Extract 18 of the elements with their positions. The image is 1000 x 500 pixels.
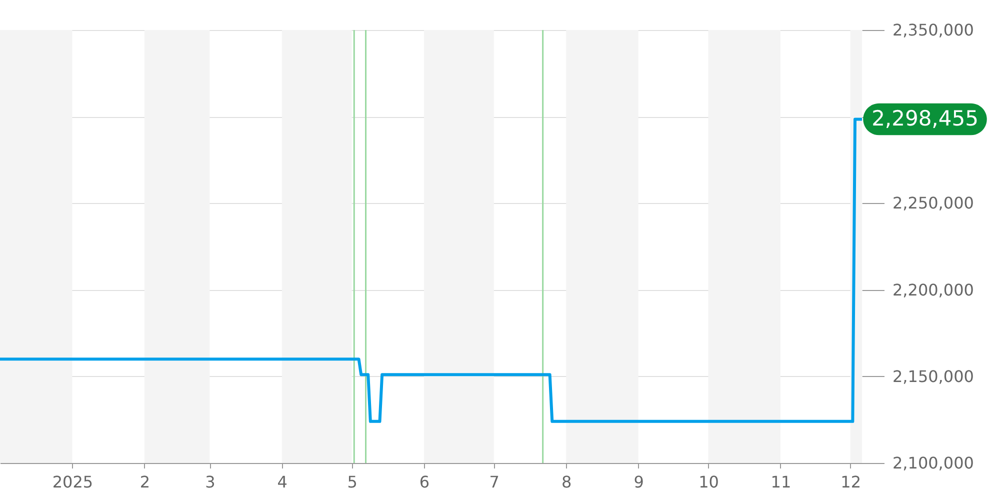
x-tick-label: 8: [562, 472, 572, 492]
x-tick-label: 11: [770, 472, 792, 492]
x-tick-label: 9: [634, 472, 644, 492]
x-tick-label: 10: [698, 472, 719, 492]
x-tick-label: 2025: [52, 472, 94, 492]
x-tick-label: 3: [205, 472, 216, 492]
x-tick-label: 12: [840, 472, 862, 492]
x-tick-label: 5: [347, 472, 358, 492]
y-tick-label: 2,100,000: [892, 454, 974, 472]
y-tick-label: 2,350,000: [892, 20, 974, 40]
x-tick-label: 2: [140, 472, 150, 492]
x-tick-label: 7: [489, 472, 500, 492]
y-tick-label: 2,250,000: [892, 194, 974, 213]
x-tick-label: 4: [277, 472, 288, 492]
y-tick-label: 2,200,000: [892, 280, 974, 300]
y-tick-label: 2,150,000: [892, 366, 974, 386]
x-tick-label: 6: [419, 472, 430, 492]
data-label: 2,298,455: [872, 106, 978, 130]
